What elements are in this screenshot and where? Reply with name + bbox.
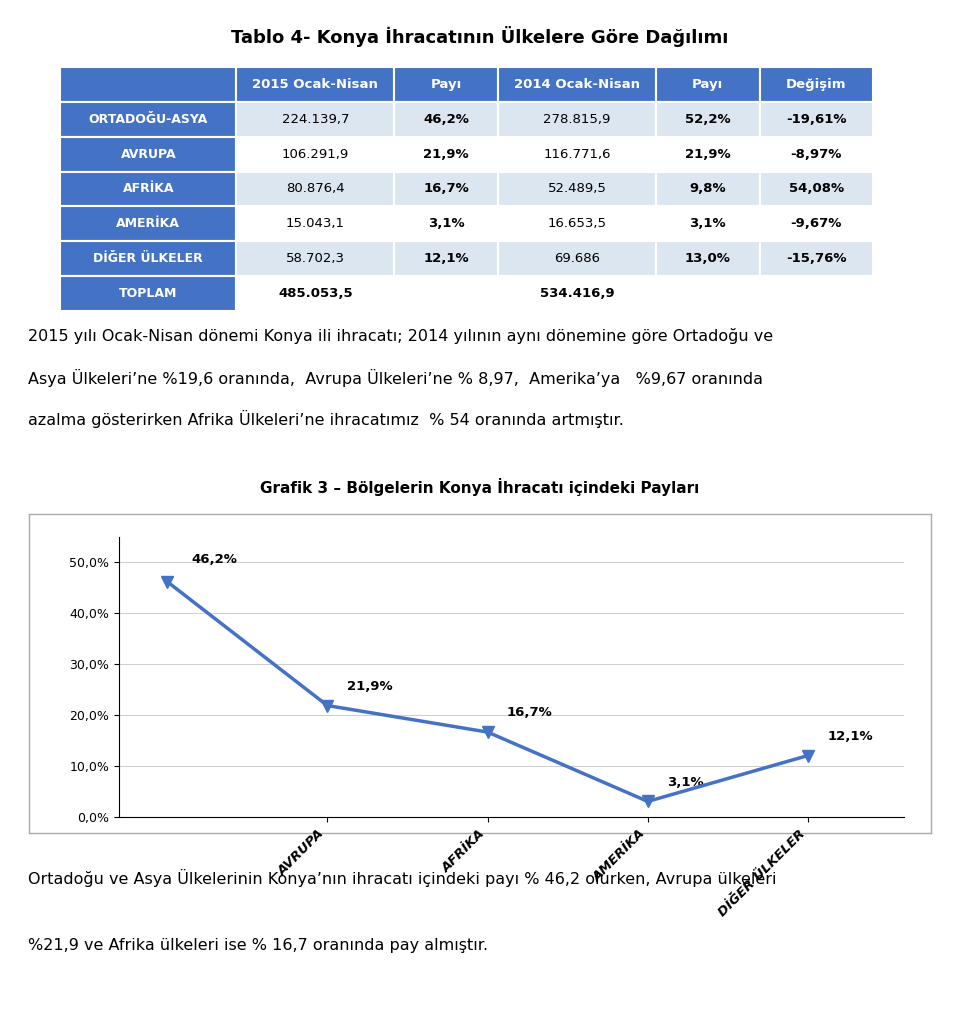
Text: 21,9%: 21,9% (685, 148, 731, 160)
Text: Değişim: Değişim (786, 79, 847, 91)
Text: 9,8%: 9,8% (689, 182, 726, 196)
Bar (656, 206, 759, 241)
Bar (236, 172, 395, 206)
Bar (395, 172, 498, 206)
Text: Grafik 3 – Bölgelerin Konya İhracatı içindeki Payları: Grafik 3 – Bölgelerin Konya İhracatı içi… (260, 478, 700, 497)
Bar (60, 102, 236, 137)
Text: 224.139,7: 224.139,7 (281, 113, 349, 126)
Bar (656, 67, 759, 102)
Text: -15,76%: -15,76% (786, 252, 847, 265)
Text: %21,9 ve Afrika ülkeleri ise % 16,7 oranında pay almıştır.: %21,9 ve Afrika ülkeleri ise % 16,7 oran… (29, 939, 489, 953)
Bar (236, 137, 395, 172)
Bar (498, 102, 656, 137)
Bar (236, 102, 395, 137)
Bar (395, 137, 498, 172)
Bar (656, 137, 759, 172)
Text: 80.876,4: 80.876,4 (286, 182, 345, 196)
Bar (498, 172, 656, 206)
Bar (395, 206, 498, 241)
Text: -19,61%: -19,61% (786, 113, 847, 126)
Text: 3,1%: 3,1% (428, 217, 465, 230)
Text: 58.702,3: 58.702,3 (286, 252, 345, 265)
Bar (60, 172, 236, 206)
Bar (656, 241, 759, 275)
Bar (759, 137, 873, 172)
Text: Asya Ülkeleri’ne %19,6 oranında,  Avrupa Ülkeleri’ne % 8,97,  Amerika’ya   %9,67: Asya Ülkeleri’ne %19,6 oranında, Avrupa … (29, 368, 763, 387)
Text: 69.686: 69.686 (554, 252, 600, 265)
Text: 3,1%: 3,1% (689, 217, 726, 230)
Bar (236, 206, 395, 241)
Text: 534.416,9: 534.416,9 (540, 287, 614, 299)
Text: 52.489,5: 52.489,5 (547, 182, 607, 196)
Text: 278.815,9: 278.815,9 (543, 113, 611, 126)
Bar (759, 172, 873, 206)
Text: azalma gösterirken Afrika Ülkeleri’ne ihracatımız  % 54 oranında artmıştır.: azalma gösterirken Afrika Ülkeleri’ne ih… (29, 410, 624, 428)
Bar (60, 206, 236, 241)
Text: 2015 yılı Ocak-Nisan dönemi Konya ili ihracatı; 2014 yılının aynı dönemine göre : 2015 yılı Ocak-Nisan dönemi Konya ili ih… (29, 328, 774, 345)
Bar (236, 241, 395, 275)
Bar (60, 67, 236, 102)
Bar (498, 137, 656, 172)
Text: ORTADOĞU-ASYA: ORTADOĞU-ASYA (88, 113, 208, 126)
Bar (60, 241, 236, 275)
Text: 2014 Ocak-Nisan: 2014 Ocak-Nisan (514, 79, 640, 91)
Text: 13,0%: 13,0% (684, 252, 731, 265)
Bar (236, 67, 395, 102)
Bar (60, 275, 236, 310)
Bar (759, 206, 873, 241)
Text: 54,08%: 54,08% (788, 182, 844, 196)
Bar (656, 172, 759, 206)
Text: 52,2%: 52,2% (685, 113, 731, 126)
Bar (759, 102, 873, 137)
Bar (60, 137, 236, 172)
Text: 21,9%: 21,9% (423, 148, 469, 160)
Bar (759, 241, 873, 275)
Text: Tablo 4- Konya İhracatının Ülkelere Göre Dağılımı: Tablo 4- Konya İhracatının Ülkelere Göre… (231, 26, 729, 47)
Bar (498, 241, 656, 275)
Bar (395, 67, 498, 102)
Text: 16,7%: 16,7% (423, 182, 469, 196)
Bar (236, 275, 395, 310)
Text: AFRİKA: AFRİKA (123, 182, 174, 196)
Text: 116.771,6: 116.771,6 (543, 148, 611, 160)
Text: 485.053,5: 485.053,5 (278, 287, 352, 299)
Text: -8,97%: -8,97% (790, 148, 842, 160)
Text: 106.291,9: 106.291,9 (281, 148, 348, 160)
Text: AMERİKA: AMERİKA (116, 217, 180, 230)
Text: TOPLAM: TOPLAM (119, 287, 178, 299)
Text: 15.043,1: 15.043,1 (286, 217, 345, 230)
Text: 2015 Ocak-Nisan: 2015 Ocak-Nisan (252, 79, 378, 91)
Text: 46,2%: 46,2% (423, 113, 469, 126)
Bar (498, 206, 656, 241)
Bar (395, 275, 498, 310)
Text: Payı: Payı (430, 79, 462, 91)
Bar (759, 275, 873, 310)
Text: 16.653,5: 16.653,5 (547, 217, 607, 230)
Text: 12,1%: 12,1% (423, 252, 469, 265)
Bar (656, 275, 759, 310)
Text: Ortadoğu ve Asya Ülkelerinin Konya’nın ihracatı içindeki payı % 46,2 olurken, Av: Ortadoğu ve Asya Ülkelerinin Konya’nın i… (29, 868, 777, 887)
Bar (498, 275, 656, 310)
Bar (656, 102, 759, 137)
Text: AVRUPA: AVRUPA (121, 148, 177, 160)
Text: DİĞER ÜLKELER: DİĞER ÜLKELER (93, 252, 204, 265)
Bar (395, 241, 498, 275)
Bar (395, 102, 498, 137)
Text: -9,67%: -9,67% (790, 217, 842, 230)
Text: Payı: Payı (692, 79, 724, 91)
Bar (498, 67, 656, 102)
Bar (759, 67, 873, 102)
